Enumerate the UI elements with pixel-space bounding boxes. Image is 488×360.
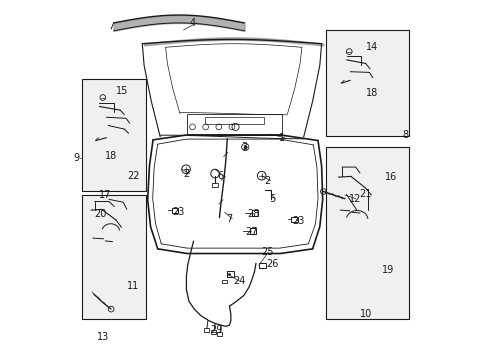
Text: 8: 8 (402, 130, 407, 140)
Bar (211, 330, 216, 334)
Text: 23: 23 (291, 216, 304, 226)
Text: 25: 25 (261, 247, 274, 257)
Text: 23: 23 (172, 207, 184, 217)
Text: 9: 9 (73, 153, 79, 163)
Text: 17: 17 (99, 190, 111, 200)
Text: 15: 15 (116, 86, 128, 96)
Text: 21: 21 (359, 189, 371, 199)
Text: 24: 24 (233, 276, 245, 286)
Bar (171, 208, 178, 213)
Bar (187, 114, 282, 134)
Text: 12: 12 (348, 194, 361, 204)
Text: 1: 1 (278, 133, 284, 143)
Bar (217, 332, 222, 336)
Bar (212, 183, 218, 187)
Text: 3: 3 (241, 142, 246, 152)
Bar (325, 147, 408, 319)
Text: 10: 10 (360, 310, 372, 319)
Bar (227, 271, 233, 277)
Text: 7: 7 (225, 214, 232, 224)
Bar (290, 217, 297, 222)
Text: 28: 28 (247, 209, 259, 219)
Bar (82, 79, 145, 192)
Text: 13: 13 (97, 332, 109, 342)
Text: 19: 19 (381, 265, 393, 275)
Bar (82, 195, 145, 319)
Text: 2: 2 (183, 168, 189, 179)
Text: 5: 5 (268, 194, 275, 204)
Bar (222, 280, 226, 283)
Bar (204, 117, 264, 125)
Text: 22: 22 (126, 171, 139, 181)
Bar (249, 228, 255, 234)
Bar (325, 30, 408, 136)
Text: 2: 2 (264, 176, 270, 186)
Bar (203, 328, 208, 332)
Text: 18: 18 (366, 88, 378, 98)
Bar (251, 211, 258, 216)
Text: 18: 18 (104, 150, 117, 161)
Text: 11: 11 (126, 281, 139, 291)
Text: 29: 29 (210, 325, 222, 335)
Text: 14: 14 (365, 42, 377, 51)
Text: 27: 27 (244, 227, 257, 237)
Text: 20: 20 (94, 209, 106, 219)
Text: 26: 26 (266, 259, 279, 269)
Text: 6: 6 (217, 171, 224, 181)
Text: 4: 4 (190, 18, 196, 28)
Bar (258, 263, 265, 268)
Text: 16: 16 (384, 172, 397, 182)
